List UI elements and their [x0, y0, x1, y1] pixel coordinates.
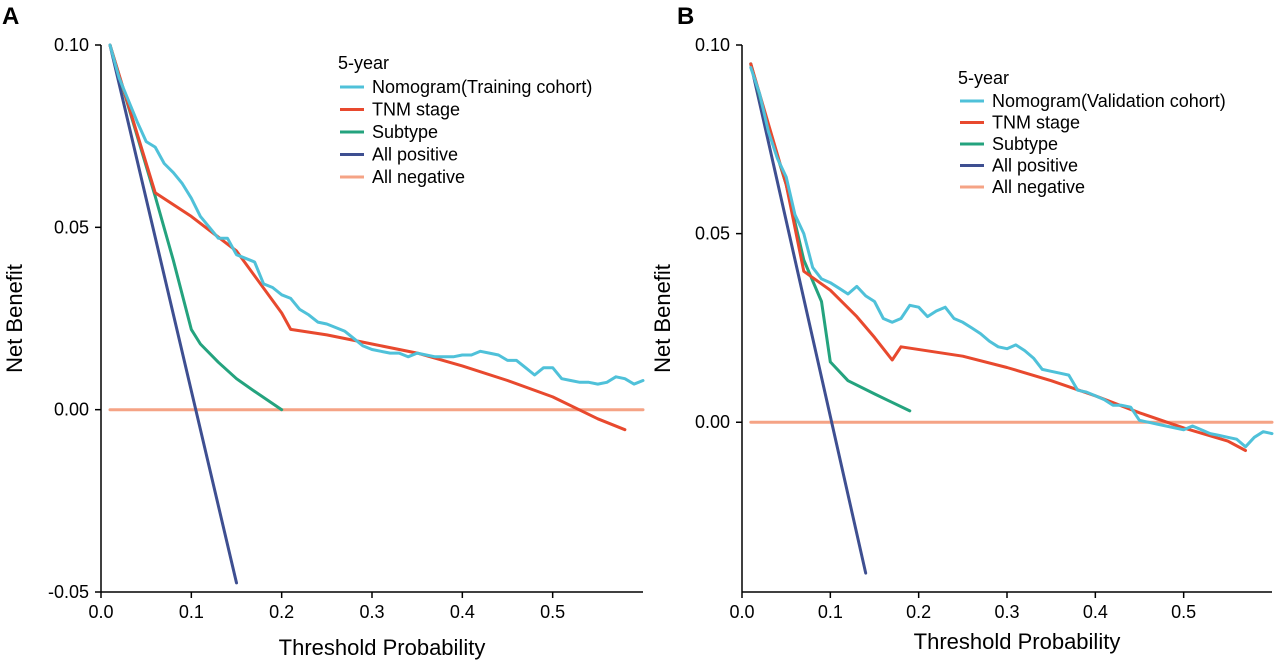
legend-title: 5-year	[958, 68, 1009, 88]
x-tick-label: 0.1	[818, 602, 843, 622]
x-tick-label: 0.5	[1171, 602, 1196, 622]
series-line-all-positive	[108, 43, 238, 585]
x-tick-label: 0.5	[540, 602, 565, 622]
y-tick-label: 0.00	[54, 400, 89, 420]
legend-label-tnm-stage: TNM stage	[992, 113, 1080, 133]
series-line-tnm-stage	[108, 43, 627, 432]
legend: 5-year Nomogram(Training cohort) TNM stag…	[338, 53, 592, 187]
legend-label-nomogram-validation-cohort: Nomogram(Validation cohort)	[992, 91, 1226, 111]
y-axis-title: Net Benefit	[2, 264, 27, 373]
x-axis-title: Threshold Probability	[279, 635, 486, 660]
y-axis-title: Net Benefit	[650, 264, 675, 373]
legend-label-all-negative: All negative	[372, 167, 465, 187]
y-tick-label: 0.00	[695, 412, 730, 432]
legend-label-tnm-stage: TNM stage	[372, 100, 460, 120]
x-tick-label: 0.3	[359, 602, 384, 622]
legend-label-subtype: Subtype	[372, 122, 438, 142]
legend-label-all-negative: All negative	[992, 177, 1085, 197]
x-tick-label: 0.4	[1083, 602, 1108, 622]
legend-label-nomogram-training-cohort: Nomogram(Training cohort)	[372, 77, 592, 97]
legend-label-all-positive: All positive	[372, 145, 458, 165]
panel-b: B 0.0 0.1 0.2 0.3 0.4 0.5 0.00 0.05 0.10 Thresh…	[650, 3, 1274, 654]
x-axis-title: Threshold Probability	[914, 629, 1121, 654]
series-line-tnm-stage	[749, 62, 1247, 452]
y-tick-label: 0.05	[695, 224, 730, 244]
legend-label-all-positive: All positive	[992, 156, 1078, 176]
y-tick-label: 0.10	[695, 35, 730, 55]
x-tick-label: 0.0	[729, 602, 754, 622]
panel-a: A 0.0 0.1 0.2 0.3 0.4 0.5 -0.05 0.00 0.05 0.10 T…	[2, 3, 645, 660]
x-tick-label: 0.2	[906, 602, 931, 622]
series-line-subtype	[749, 62, 912, 413]
y-tick-label: 0.05	[54, 217, 89, 237]
x-tick-label: 0.3	[994, 602, 1019, 622]
x-tick-label: 0.1	[179, 602, 204, 622]
panel-label-b: B	[677, 3, 694, 30]
series-line-nomogram-validation-cohort	[749, 66, 1274, 449]
x-tick-label: 0.0	[88, 602, 113, 622]
panel-label-a: A	[2, 3, 19, 30]
series-line-nomogram-training-cohort	[108, 43, 645, 386]
series-line-all-positive	[749, 62, 868, 575]
x-tick-label: 0.4	[450, 602, 475, 622]
legend-label-subtype: Subtype	[992, 134, 1058, 154]
y-tick-label: 0.10	[54, 35, 89, 55]
series-line-subtype	[108, 43, 284, 412]
legend: 5-year Nomogram(Validation cohort)TNM st…	[958, 68, 1226, 197]
x-tick-label: 0.2	[269, 602, 294, 622]
legend-title: 5-year	[338, 53, 389, 73]
y-tick-label: -0.05	[48, 582, 89, 602]
